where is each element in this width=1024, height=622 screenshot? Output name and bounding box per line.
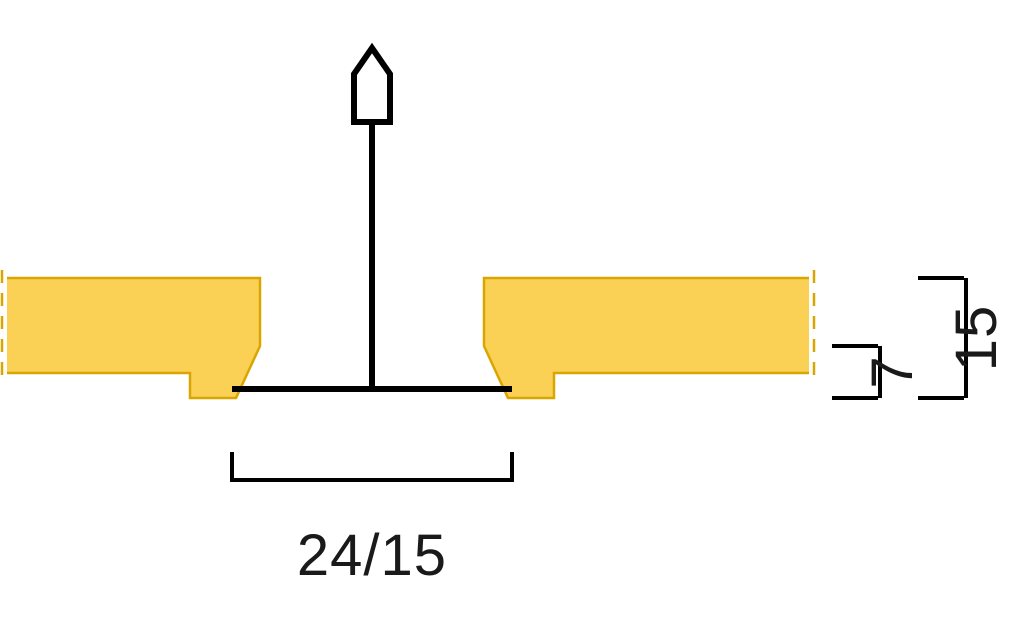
dim-7-label: 7: [860, 355, 925, 388]
ceiling-tile-left: [0, 278, 260, 398]
ceiling-tile-right: [484, 278, 816, 398]
dim-width-label: 24/15: [297, 523, 447, 588]
hanger-cap-icon: [354, 48, 390, 122]
dim-15-label: 15: [944, 305, 1009, 372]
